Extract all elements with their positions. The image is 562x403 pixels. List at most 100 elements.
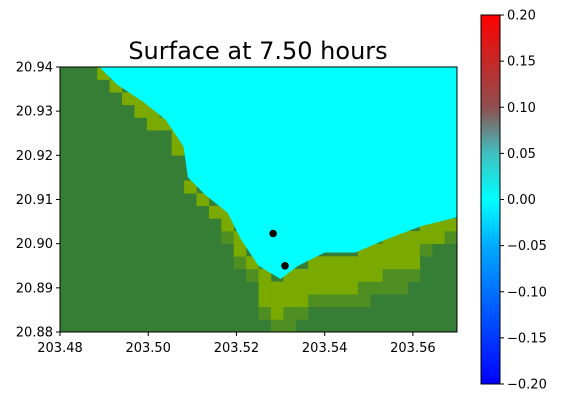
land-cell — [382, 256, 396, 270]
colorbar-tick-label: 0.15 — [507, 55, 536, 70]
land-cell — [308, 268, 321, 282]
land-cell — [332, 256, 346, 270]
gauge-marker — [269, 229, 277, 238]
land-cell — [270, 281, 284, 295]
land-cell — [320, 256, 334, 270]
land-cell — [283, 319, 297, 332]
land-cell — [357, 268, 371, 282]
land-cell — [370, 243, 383, 257]
colorbar-tick-label: 0.00 — [507, 193, 536, 208]
land-cell — [295, 268, 309, 282]
colorbar-tick-label: −0.15 — [507, 331, 547, 346]
marker-layer — [269, 229, 289, 270]
land-cell — [382, 281, 396, 295]
land-cell — [444, 218, 457, 232]
land-cell — [407, 231, 421, 244]
land-cell — [345, 268, 359, 282]
land-cell — [283, 306, 297, 320]
land-cell — [357, 281, 371, 295]
land-cell — [407, 243, 421, 257]
colorbar-tick-label: 0.10 — [507, 101, 536, 116]
y-tick-label: 20.91 — [16, 193, 53, 208]
land-cell — [407, 256, 421, 270]
land-cell — [370, 281, 383, 295]
land-cell — [295, 306, 309, 320]
land-cell — [171, 142, 185, 156]
land-cell — [407, 268, 421, 282]
water-region — [99, 67, 457, 279]
land-cell — [283, 281, 297, 295]
x-tick-label: 203.54 — [302, 341, 348, 356]
y-tick-label: 20.88 — [16, 326, 53, 341]
land-cell — [196, 193, 210, 207]
land-cell — [308, 281, 321, 295]
land-cell — [258, 268, 272, 282]
land-cell — [432, 231, 445, 244]
land-cell — [382, 243, 396, 257]
land-cell — [419, 231, 433, 244]
land-cell — [146, 117, 160, 131]
land-cell — [308, 294, 321, 308]
land-cell — [295, 294, 309, 308]
land-cell — [258, 306, 272, 320]
land-cell — [394, 256, 408, 270]
land-cell — [419, 243, 433, 257]
colorbar: 0.20 0.15 0.10 0.05 0.00 −0.05 −0.10 −0.15 −0.20 — [480, 9, 547, 393]
y-tick-label: 20.93 — [16, 105, 53, 120]
gauge-marker — [281, 262, 289, 270]
land-cell — [345, 256, 359, 270]
land-cell — [370, 268, 383, 282]
land-cell — [270, 319, 284, 332]
land-cell — [134, 104, 148, 118]
x-tick-label: 203.50 — [125, 341, 171, 356]
land-cell — [184, 180, 197, 194]
land-cell — [394, 281, 408, 295]
colorbar-tick-label: −0.20 — [507, 378, 547, 393]
land-cell — [208, 205, 222, 219]
land-cell — [345, 294, 359, 308]
x-axis: 203.48 203.50 203.52 203.54 203.56 — [37, 332, 436, 356]
y-tick-label: 20.92 — [16, 149, 53, 164]
colorbar-tick-label: 0.05 — [507, 147, 536, 162]
land-cell — [394, 243, 408, 257]
colorbar-tick-label: −0.05 — [507, 239, 547, 254]
plot-area — [59, 66, 458, 333]
land-cell — [122, 92, 135, 106]
x-tick-label: 203.56 — [390, 341, 436, 356]
land-cell — [221, 218, 234, 232]
y-tick-label: 20.90 — [16, 237, 53, 252]
land-cell — [357, 256, 371, 270]
colorbar-tick-label: −0.10 — [507, 285, 547, 300]
chart-title: Surface at 7.50 hours — [128, 37, 387, 65]
land-cell — [258, 294, 272, 308]
land-cell — [332, 268, 346, 282]
land-cell — [357, 294, 371, 308]
land-cell — [320, 294, 334, 308]
land-cell — [332, 281, 346, 295]
land-cell — [320, 281, 334, 295]
x-tick-label: 203.48 — [37, 341, 83, 356]
land-cell — [233, 243, 247, 257]
colorbar-ticks: 0.20 0.15 0.10 0.05 0.00 −0.05 −0.10 −0.15 −0.20 — [500, 9, 547, 393]
land-cell — [270, 306, 284, 320]
land-cell — [444, 231, 457, 244]
land-cell — [382, 268, 396, 282]
land-cell — [345, 281, 359, 295]
land-cell — [308, 256, 321, 270]
y-axis: 20.88 20.89 20.90 20.91 20.92 20.93 20.94 — [16, 61, 60, 341]
land-cell — [295, 281, 309, 295]
y-tick-label: 20.94 — [16, 61, 53, 76]
land-cell — [221, 231, 234, 244]
land-cell — [370, 256, 383, 270]
x-tick-label: 203.52 — [214, 341, 260, 356]
land-cell — [283, 294, 297, 308]
land-cell — [258, 281, 272, 295]
land-cell — [233, 256, 247, 270]
land-cell — [246, 268, 259, 282]
water-layer — [99, 67, 457, 279]
land-cell — [320, 268, 334, 282]
land-cell — [332, 294, 346, 308]
y-tick-label: 20.89 — [16, 281, 53, 296]
land-cell — [394, 268, 408, 282]
